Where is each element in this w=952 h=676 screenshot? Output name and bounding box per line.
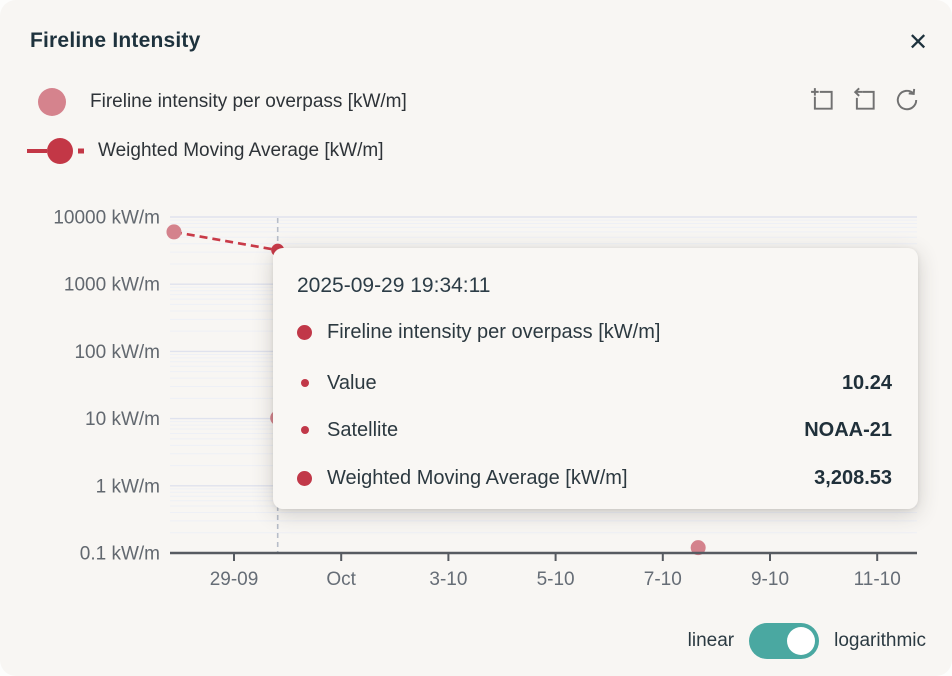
undo-zoom-icon[interactable] — [852, 87, 878, 113]
close-icon[interactable]: ✕ — [907, 29, 929, 56]
tooltip-row-label: Weighted Moving Average [kW/m] — [327, 466, 628, 489]
tooltip-row-value: NOAA-21 — [804, 418, 892, 441]
tooltip-row-label: Fireline intensity per overpass [kW/m] — [327, 320, 661, 343]
wma-series-marker — [27, 136, 85, 166]
x-axis-tick-label: 3-10 — [429, 569, 467, 590]
y-axis-tick-label: 0.1 kW/m — [80, 544, 160, 565]
series-dot-icon — [297, 470, 312, 486]
tooltip-row-value-row: Value 10.24 — [297, 368, 892, 398]
x-axis-tick-label: 9-10 — [751, 569, 789, 590]
series-dot-icon — [297, 324, 312, 340]
bullet-dot-icon — [301, 379, 309, 387]
linear-label: linear — [687, 630, 735, 651]
bullet-dot-icon — [301, 426, 309, 434]
scale-toggle-switch[interactable] — [749, 623, 820, 659]
tooltip-row-label: Value — [327, 371, 377, 394]
tooltip-row-value: 10.24 — [841, 371, 892, 394]
page-title: Fireline Intensity — [30, 29, 201, 52]
legend-item-label: Fireline intensity per overpass [kW/m] — [90, 91, 407, 112]
toggle-knob — [787, 627, 816, 655]
legend-item-label: Weighted Moving Average [kW/m] — [98, 140, 384, 161]
tooltip-row-label: Satellite — [327, 418, 399, 441]
x-axis-tick-label: 29-09 — [210, 569, 259, 590]
tooltip-row-satellite: Satellite NOAA-21 — [297, 415, 892, 445]
tooltip-row-value: 3,208.53 — [814, 466, 892, 489]
tooltip-row-series: Fireline intensity per overpass [kW/m] — [297, 317, 892, 347]
legend-item-wma[interactable]: Weighted Moving Average [kW/m] — [27, 137, 383, 165]
logarithmic-label: logarithmic — [834, 630, 926, 651]
x-axis-tick-label: 11-10 — [854, 569, 901, 590]
chart-tooltip: 2025-09-29 19:34:11 Fireline intensity p… — [273, 248, 918, 509]
axis-scale-toggle-group: linear logarithmic — [688, 622, 926, 660]
y-axis-tick-label: 1 kW/m — [96, 476, 160, 497]
y-axis-tick-label: 1000 kW/m — [64, 275, 160, 296]
y-axis-tick-label: 100 kW/m — [74, 342, 160, 363]
legend-item-fireline[interactable]: Fireline intensity per overpass [kW/m] — [38, 88, 407, 116]
y-axis-tick-label: 10 kW/m — [85, 409, 160, 430]
x-axis-tick-label: Oct — [326, 569, 356, 590]
x-axis-tick-label: 7-10 — [644, 569, 682, 590]
y-axis-tick-label: 10000 kW/m — [53, 208, 160, 229]
fireline-series-marker — [38, 88, 66, 116]
x-axis-tick-label: 5-10 — [537, 569, 575, 590]
chart-toolbar — [810, 87, 920, 113]
tooltip-row-wma: Weighted Moving Average [kW/m] 3,208.53 — [297, 463, 892, 493]
crop-zoom-icon[interactable] — [810, 87, 836, 113]
tooltip-timestamp: 2025-09-29 19:34:11 — [297, 274, 491, 297]
refresh-icon[interactable] — [894, 87, 920, 113]
